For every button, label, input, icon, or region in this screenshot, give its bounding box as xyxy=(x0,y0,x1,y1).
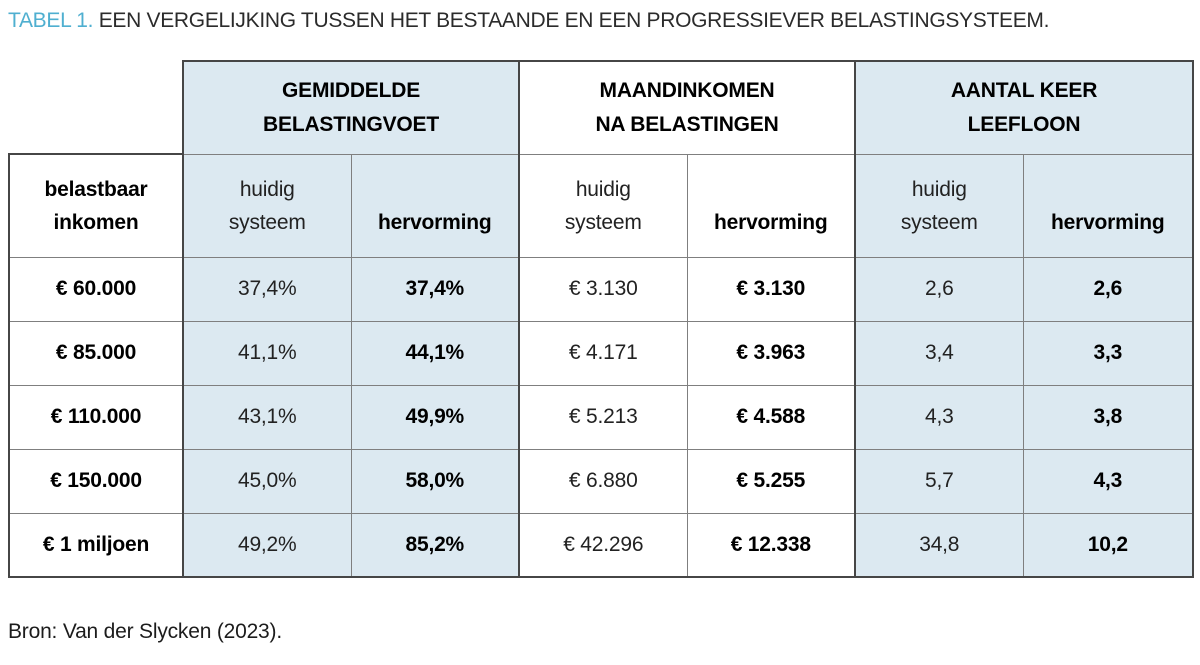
value-cell: 49,2% xyxy=(182,512,352,578)
page: TABEL 1. EEN VERGELIJKING TUSSEN HET BES… xyxy=(8,9,1195,643)
table-row: € 110.000 43,1% 49,9% € 5.213 € 4.588 4,… xyxy=(8,384,1195,450)
row-header-belastbaar-inkomen: belastbaar inkomen xyxy=(8,153,184,258)
value-cell: 37,4% xyxy=(350,256,520,322)
value-cell: 34,8 xyxy=(854,512,1024,578)
income-cell: € 1 miljoen xyxy=(8,512,184,578)
subheader-huidig-systeem-1: huidig systeem xyxy=(182,153,352,258)
income-cell: € 60.000 xyxy=(8,256,184,322)
value-cell: € 3.130 xyxy=(518,256,688,322)
table-row: € 1 miljoen 49,2% 85,2% € 42.296 € 12.33… xyxy=(8,512,1195,578)
value-cell: 85,2% xyxy=(350,512,520,578)
value-cell: 58,0% xyxy=(350,448,520,514)
subheader-hervorming-1: hervorming xyxy=(350,153,520,258)
group-header-maandinkomen-na-belastingen: MAANDINKOMEN NA BELASTINGEN xyxy=(518,60,856,155)
income-cell: € 150.000 xyxy=(8,448,184,514)
value-cell: € 6.880 xyxy=(518,448,688,514)
value-cell: € 5.255 xyxy=(686,448,856,514)
table-title: EEN VERGELIJKING TUSSEN HET BESTAANDE EN… xyxy=(98,9,1050,32)
group-header-aantal-keer-leefloon: AANTAL KEER LEEFLOON xyxy=(854,60,1195,155)
table-row: € 150.000 45,0% 58,0% € 6.880 € 5.255 5,… xyxy=(8,448,1195,514)
value-cell: 49,9% xyxy=(350,384,520,450)
value-cell: 44,1% xyxy=(350,320,520,386)
sub-header-row: belastbaar inkomen huidig systeem hervor… xyxy=(8,153,1195,258)
value-cell: 2,6 xyxy=(1022,256,1195,322)
value-cell: 4,3 xyxy=(854,384,1024,450)
table-row: € 60.000 37,4% 37,4% € 3.130 € 3.130 2,6… xyxy=(8,256,1195,322)
source-note: Bron: Van der Slycken (2023). xyxy=(8,620,282,643)
subheader-hervorming-3: hervorming xyxy=(1022,153,1195,258)
value-cell: 3,3 xyxy=(1022,320,1195,386)
value-cell: € 3.963 xyxy=(686,320,856,386)
value-cell: 4,3 xyxy=(1022,448,1195,514)
value-cell: € 3.130 xyxy=(686,256,856,322)
income-cell: € 85.000 xyxy=(8,320,184,386)
value-cell: 43,1% xyxy=(182,384,352,450)
value-cell: 41,1% xyxy=(182,320,352,386)
table-caption: TABEL 1. EEN VERGELIJKING TUSSEN HET BES… xyxy=(8,9,1192,33)
value-cell: 3,4 xyxy=(854,320,1024,386)
value-cell: € 4.588 xyxy=(686,384,856,450)
value-cell: 2,6 xyxy=(854,256,1024,322)
subheader-huidig-systeem-3: huidig systeem xyxy=(854,153,1024,258)
group-header-gemiddelde-belastingvoet: GEMIDDELDE BELASTINGVOET xyxy=(181,60,520,155)
table-number: TABEL 1. xyxy=(8,9,94,32)
value-cell: 45,0% xyxy=(182,448,352,514)
subheader-huidig-systeem-2: huidig systeem xyxy=(518,153,688,258)
value-cell: 3,8 xyxy=(1022,384,1195,450)
comparison-table: GEMIDDELDE BELASTINGVOET MAANDINKOMEN NA… xyxy=(8,60,1195,578)
value-cell: 37,4% xyxy=(182,256,352,322)
value-cell: 10,2 xyxy=(1022,512,1195,578)
group-header-row: GEMIDDELDE BELASTINGVOET MAANDINKOMEN NA… xyxy=(9,60,1195,155)
value-cell: € 12.338 xyxy=(686,512,856,578)
value-cell: € 42.296 xyxy=(518,512,688,578)
value-cell: 5,7 xyxy=(854,448,1024,514)
income-cell: € 110.000 xyxy=(8,384,184,450)
value-cell: € 4.171 xyxy=(518,320,688,386)
value-cell: € 5.213 xyxy=(518,384,688,450)
blank-corner-cell xyxy=(9,61,183,154)
table-row: € 85.000 41,1% 44,1% € 4.171 € 3.963 3,4… xyxy=(8,320,1195,386)
subheader-hervorming-2: hervorming xyxy=(686,153,856,258)
